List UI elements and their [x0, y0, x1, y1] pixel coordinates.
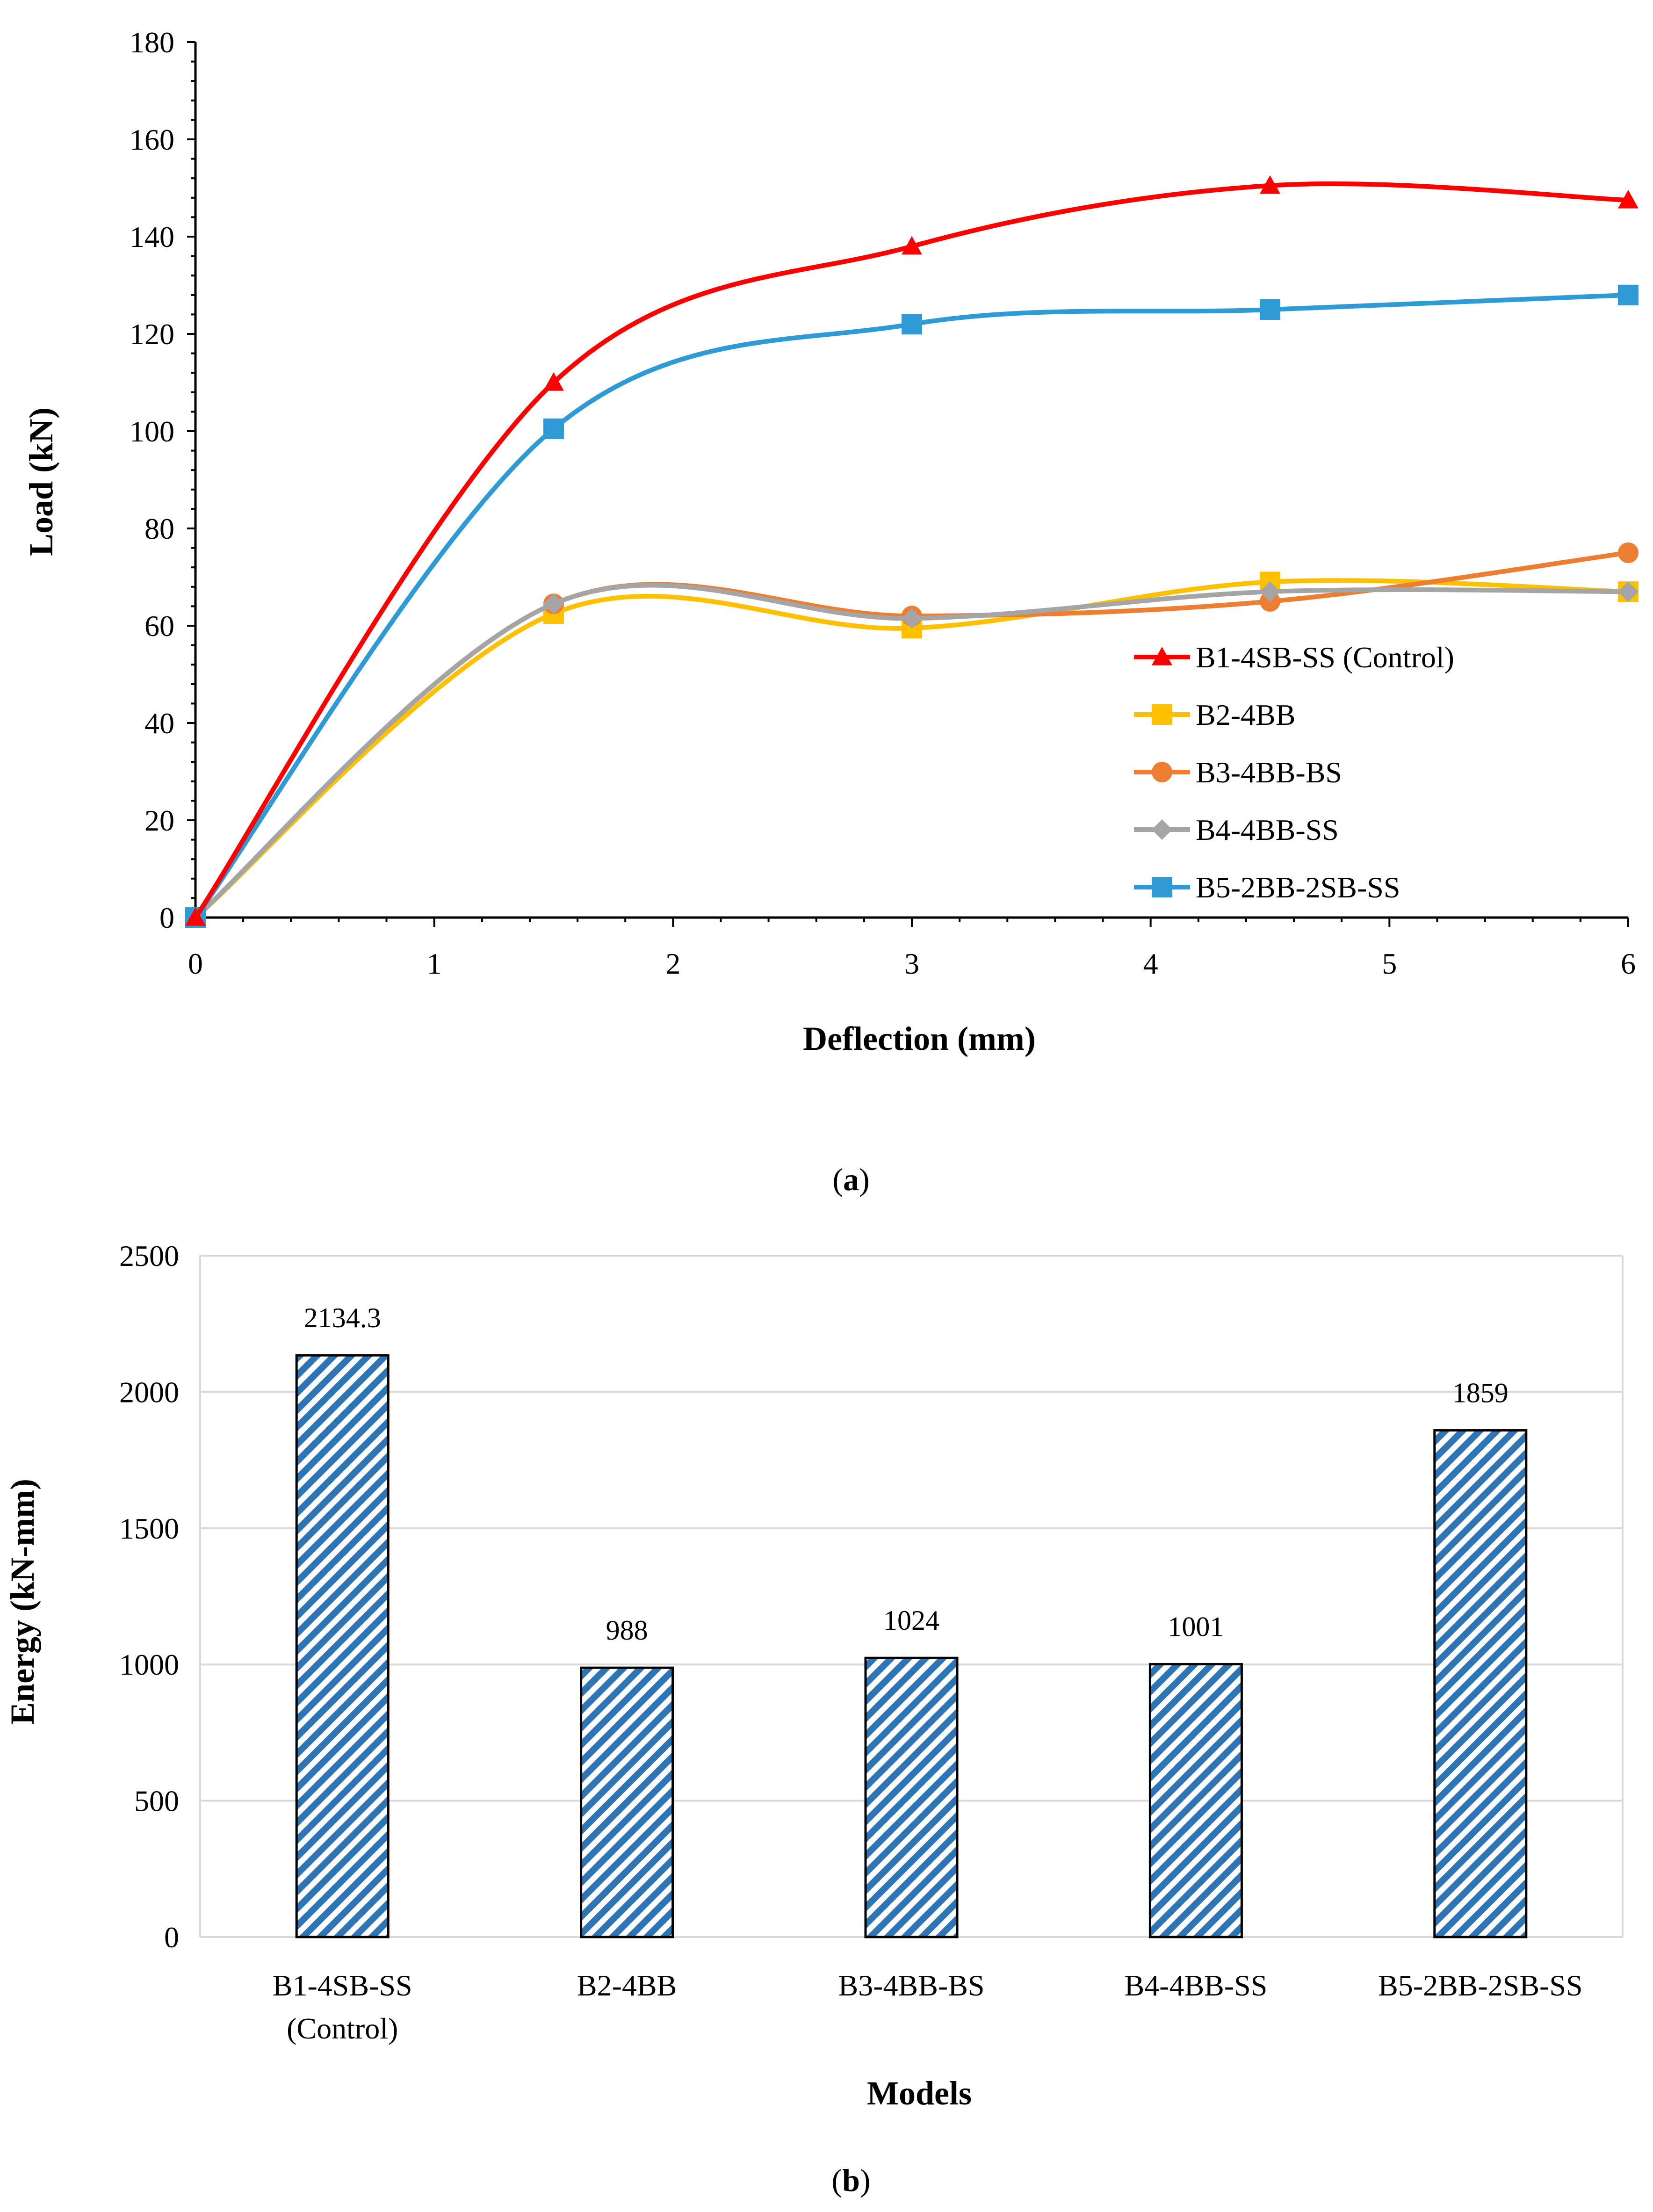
energy-bar-chart: 2134.3 988 1024 1001 1859 0 500 1000 1500 2000 25…	[4, 1239, 1624, 2198]
y-tick-label: 160	[130, 123, 174, 156]
y-tick-label: 100	[130, 415, 174, 448]
bar	[1433, 1429, 1528, 1938]
x-tick-label: 0	[188, 947, 203, 980]
legend-swatch-marker	[1152, 877, 1172, 897]
data-point	[543, 593, 564, 614]
data-point	[1618, 190, 1639, 209]
x-tick-label: B5-2BB-2SB-SS	[1378, 1969, 1582, 2002]
y-axis-title: Energy (kN-mm)	[4, 1479, 41, 1725]
bar	[1148, 1663, 1243, 1938]
panel-caption-a-letter: a	[843, 1162, 859, 1197]
x-axis-title: Deflection (mm)	[803, 1020, 1036, 1057]
series-5	[185, 284, 1639, 928]
x-tick-label: B2-4BB	[577, 1969, 677, 2002]
y-tick-label: 20	[144, 804, 174, 837]
x-tick-label: B3-4BB-BS	[838, 1969, 985, 2002]
data-point	[902, 314, 922, 335]
bar	[864, 1656, 959, 1938]
legend-swatch-marker	[1152, 819, 1172, 840]
legend-swatch-marker	[1152, 704, 1172, 725]
panel-caption-b: (b)	[831, 2162, 870, 2198]
data-point	[1260, 299, 1280, 320]
y-tick-label: 2000	[119, 1375, 179, 1409]
y-tick-label: 60	[144, 609, 174, 643]
data-point	[185, 907, 206, 926]
x-tick-label: 6	[1621, 947, 1636, 980]
y-tick-label: 180	[130, 26, 174, 59]
data-point	[902, 608, 922, 629]
x-axis-title: Models	[867, 2075, 972, 2112]
y-tick-label: 1000	[119, 1648, 179, 1681]
panel-caption-b-letter: b	[842, 2162, 860, 2198]
y-tick-label: 140	[130, 220, 174, 253]
series-line	[193, 181, 1629, 919]
legend-swatch-marker	[1152, 647, 1172, 665]
data-point	[1260, 581, 1280, 602]
legend-label: B4-4BB-SS	[1196, 813, 1339, 846]
y-tick-label: 2500	[119, 1239, 179, 1272]
data-point	[1618, 542, 1639, 563]
y-axis-title: Load (kN)	[22, 407, 60, 556]
y-tick-label: 1500	[119, 1512, 179, 1545]
data-label: 1024	[883, 1605, 939, 1636]
legend-swatch-marker	[1152, 762, 1172, 782]
legend-label: B2-4BB	[1196, 698, 1295, 731]
series-line	[193, 292, 1629, 919]
bar	[295, 1354, 390, 1938]
y-tick-label: 500	[134, 1785, 179, 1818]
data-label: 988	[606, 1615, 648, 1646]
x-tick-label: 5	[1382, 947, 1397, 980]
bar	[580, 1666, 674, 1938]
x-tick-label: 1	[427, 947, 442, 980]
data-point	[543, 418, 564, 439]
legend-label: B1-4SB-SS (Control)	[1196, 641, 1454, 674]
legend-label: B3-4BB-BS	[1196, 756, 1342, 789]
panel-caption-a: (a)	[832, 1162, 869, 1197]
series-1	[185, 175, 1639, 926]
data-point	[902, 236, 922, 255]
x-tick-label: 4	[1143, 947, 1158, 980]
y-tick-label: 0	[164, 1921, 179, 1954]
data-label: 1859	[1452, 1378, 1509, 1409]
data-point	[543, 372, 564, 391]
y-tick-label: 0	[159, 901, 174, 934]
x-tick-label: B4-4BB-SS	[1124, 1969, 1267, 2002]
load-deflection-chart: 0 20 40 60 80 100 120 140 160 180 0 1 2 3 4 5 6 B1-4SB-S…	[22, 26, 1639, 1197]
data-label: 2134.3	[304, 1302, 381, 1333]
x-tick-label: (Control)	[287, 2012, 398, 2045]
data-label: 1001	[1168, 1612, 1224, 1642]
series-line	[194, 578, 1629, 919]
legend: B1-4SB-SS (Control) B2-4BB B3-4BB-BS B4-…	[1134, 641, 1454, 904]
data-point	[1260, 175, 1280, 194]
y-tick-label: 40	[144, 707, 174, 740]
legend-label: B5-2BB-2SB-SS	[1196, 871, 1400, 904]
y-tick-label: 80	[144, 512, 174, 545]
x-tick-label: 3	[904, 947, 919, 980]
x-tick-label: 2	[665, 947, 680, 980]
data-point	[1618, 581, 1639, 602]
series-3	[185, 542, 1639, 928]
data-point	[1618, 284, 1639, 305]
x-tick-label: B1-4SB-SS	[273, 1969, 412, 2002]
series-line	[194, 583, 1629, 919]
y-tick-label: 120	[130, 318, 174, 351]
